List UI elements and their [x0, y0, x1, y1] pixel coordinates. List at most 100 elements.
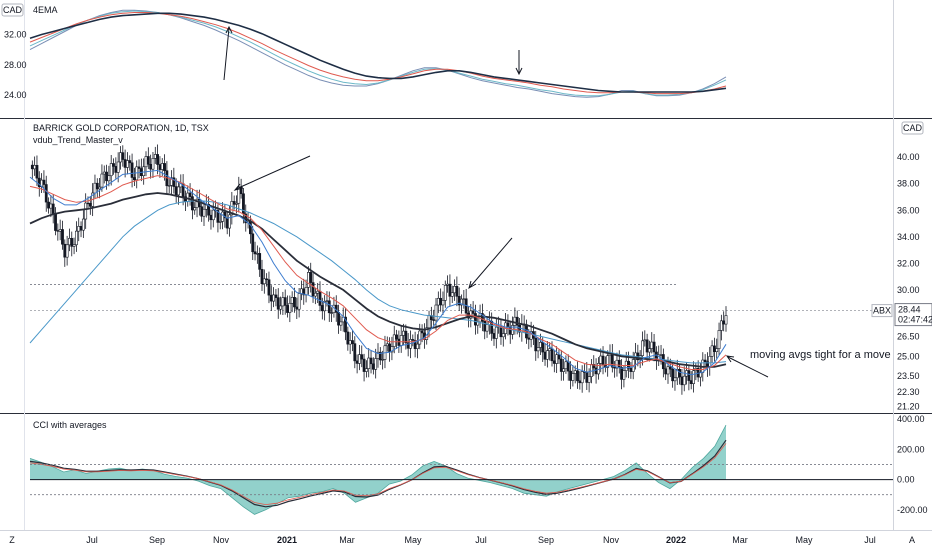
price-y-tick: 22.30 [897, 387, 920, 397]
candle [455, 276, 459, 307]
candle [309, 262, 313, 293]
cci-pane-title: CCI with averages [33, 420, 107, 430]
candle [443, 280, 447, 308]
candle [109, 154, 113, 186]
candle [235, 195, 238, 214]
candle [112, 158, 115, 175]
slow-moving-average-line [29, 192, 727, 368]
candle [390, 336, 394, 361]
candle [360, 345, 364, 368]
cci-area [30, 425, 726, 515]
auto-scale-toggle[interactable]: A [909, 535, 915, 545]
time-axis-tick: Mar [339, 535, 355, 545]
ticker-badge [871, 304, 893, 318]
cci-y-tick: 0.00 [897, 475, 915, 485]
candle [276, 288, 280, 319]
candle [606, 350, 610, 377]
candle [353, 336, 357, 369]
candle [434, 297, 438, 330]
last-price-value: 28.44 [898, 305, 921, 315]
candle [311, 273, 315, 303]
timezone-toggle[interactable]: Z [9, 535, 15, 545]
candle [450, 285, 454, 303]
candle [418, 323, 422, 350]
candle [559, 349, 563, 381]
candle [44, 175, 48, 212]
arrow-ema-2 [515, 50, 523, 76]
candle [137, 159, 141, 179]
candle [344, 307, 347, 341]
currency-badge[interactable] [1, 3, 24, 17]
candle [411, 334, 415, 347]
candle [81, 210, 85, 238]
candle [416, 334, 419, 359]
candle [673, 368, 677, 391]
bar-countdown: 02:47:42 [898, 315, 932, 325]
candle [562, 359, 566, 381]
candle [146, 147, 150, 170]
candle [339, 315, 343, 331]
candle [274, 288, 278, 307]
price-currency-badge[interactable] [901, 121, 924, 135]
candle [330, 307, 334, 323]
candle [61, 220, 64, 250]
candle [501, 326, 505, 347]
candle [557, 349, 561, 364]
time-axis-tick: 2021 [277, 535, 297, 545]
candle [288, 295, 292, 323]
candle [724, 306, 728, 332]
candle [717, 322, 721, 356]
candle [369, 350, 373, 374]
candle [265, 273, 269, 287]
candle [682, 366, 686, 392]
candle [703, 354, 707, 368]
candle [494, 318, 498, 349]
time-axis-tick: May [404, 535, 422, 545]
candle [95, 178, 99, 198]
candle [177, 181, 180, 205]
candle [622, 365, 626, 388]
candle [251, 225, 255, 260]
candle [100, 164, 104, 192]
long-moving-average-line [29, 200, 727, 364]
arrow-price-2 [468, 237, 513, 290]
price-y-tick: 38.00 [897, 179, 920, 189]
candle [272, 287, 276, 308]
ema-pane: 32.00 28.00 24.00 [4, 9, 727, 100]
candle [262, 269, 266, 294]
ema-y-tick: 28.00 [4, 60, 27, 70]
cci-y-tick: 200.00 [897, 444, 925, 454]
arrow-ema-1 [223, 25, 233, 81]
fast-moving-average-line [29, 169, 727, 376]
cci-y-tick: 400.00 [897, 414, 925, 424]
candle [121, 145, 125, 167]
annotation-arrows [223, 25, 769, 378]
ema-series-line [29, 12, 727, 93]
time-axis-tick: Mar [732, 535, 748, 545]
candle [313, 287, 317, 305]
candle [293, 287, 296, 313]
candle [381, 350, 385, 370]
ema-y-tick: 32.00 [4, 30, 27, 40]
candle [645, 333, 649, 361]
candle [202, 201, 206, 226]
price-pane-indicator: vdub_Trend_Master_v [33, 135, 123, 145]
candle [652, 333, 656, 362]
candle [75, 221, 78, 252]
candle [580, 365, 584, 393]
candle [395, 329, 398, 350]
price-y-tick: 23.50 [897, 371, 920, 381]
cci-y-tick: -200.00 [897, 505, 928, 515]
candle [193, 202, 197, 215]
time-axis-tick: Sep [538, 535, 554, 545]
price-y-tick: 32.00 [897, 258, 920, 268]
ema-series-line [29, 10, 727, 97]
candle [163, 154, 166, 181]
candle [351, 330, 354, 352]
time-axis: Jul Sep Nov 2021 Mar May Jul Sep Nov 2022 Mar May Ju… [86, 535, 876, 545]
candle [107, 165, 111, 187]
time-axis-tick: Jul [475, 535, 487, 545]
ema-pane-title: 4EMA [33, 5, 58, 15]
candle [576, 361, 579, 389]
